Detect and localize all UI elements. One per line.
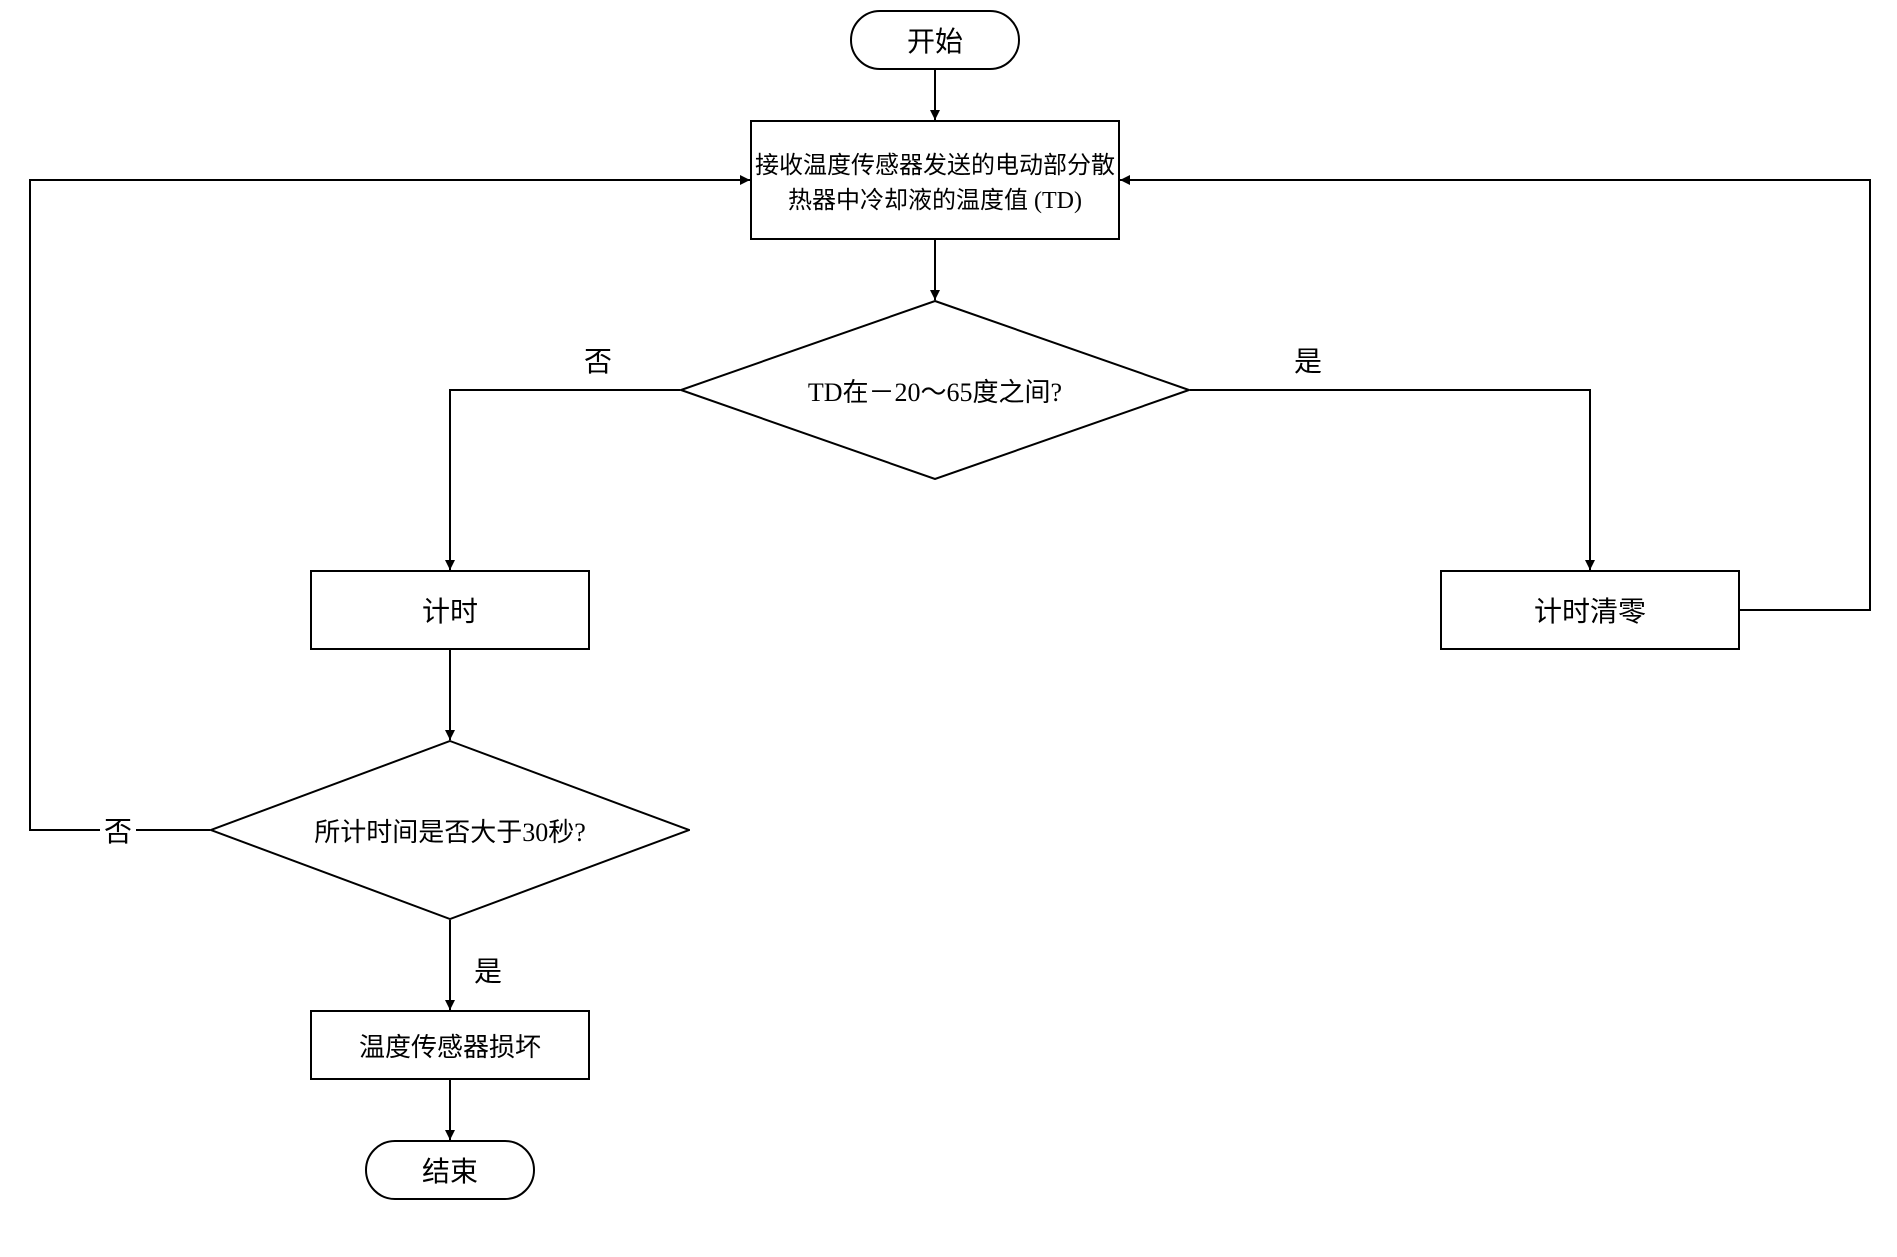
node-start-label: 开始 — [907, 20, 963, 60]
node-decision-td-range-label: TD在－20～65度之间? — [808, 372, 1062, 409]
node-timer-clear: 计时清零 — [1440, 570, 1740, 650]
node-timer: 计时 — [310, 570, 590, 650]
node-start: 开始 — [850, 10, 1020, 70]
node-end: 结束 — [365, 1140, 535, 1200]
node-decision-time-gt-30s: 所计时间是否大于30秒? — [210, 740, 690, 920]
node-end-label: 结束 — [422, 1150, 478, 1190]
edge-label-yes-2: 是 — [470, 950, 506, 990]
node-receive-td-label: 接收温度传感器发送的电动部分散热器中冷却液的温度值 (TD) — [752, 145, 1118, 215]
node-receive-td: 接收温度传感器发送的电动部分散热器中冷却液的温度值 (TD) — [750, 120, 1120, 240]
edge-label-no-1: 否 — [580, 340, 616, 380]
edge-label-yes-1: 是 — [1290, 340, 1326, 380]
edge-label-no-2: 否 — [100, 810, 136, 850]
node-sensor-fail-label: 温度传感器损坏 — [359, 1027, 541, 1064]
node-decision-time-gt-30s-label: 所计时间是否大于30秒? — [314, 812, 586, 849]
node-decision-td-range: TD在－20～65度之间? — [680, 300, 1190, 480]
flowchart-container: 开始 接收温度传感器发送的电动部分散热器中冷却液的温度值 (TD) TD在－20… — [0, 0, 1897, 1257]
node-sensor-fail: 温度传感器损坏 — [310, 1010, 590, 1080]
node-timer-clear-label: 计时清零 — [1534, 590, 1646, 630]
node-timer-label: 计时 — [422, 590, 478, 630]
